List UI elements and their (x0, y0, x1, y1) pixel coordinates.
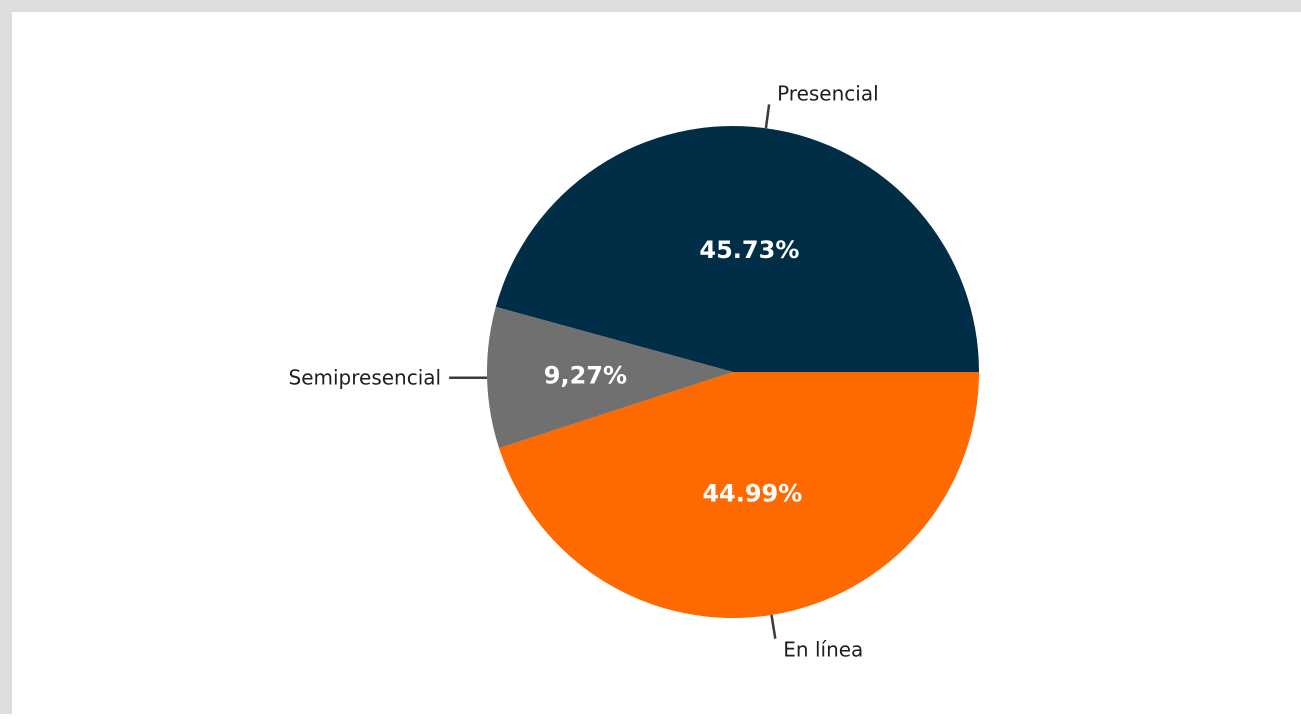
pie-slice-en-l-nea (499, 372, 979, 618)
category-label: Semipresencial (289, 366, 442, 390)
slice-value-label: 9,27% (544, 361, 627, 389)
slice-value-label: 44.99% (702, 480, 802, 508)
pie-slices (487, 125, 979, 618)
category-label: Presencial (777, 81, 879, 105)
leader-line (770, 614, 777, 639)
leader-lines (449, 104, 777, 639)
pie-chart: 45.73% Presencial 44.99% En línea 9,27% Semip… (289, 81, 979, 662)
pie-slice-semipresencial (487, 306, 733, 449)
pie-slice-presencial (495, 125, 979, 372)
slice-value-label: 45.73% (699, 236, 799, 264)
pie-labels: 45.73% Presencial 44.99% En línea 9,27% Semip… (289, 81, 879, 661)
category-label: En línea (783, 638, 863, 662)
leader-line (764, 104, 771, 129)
